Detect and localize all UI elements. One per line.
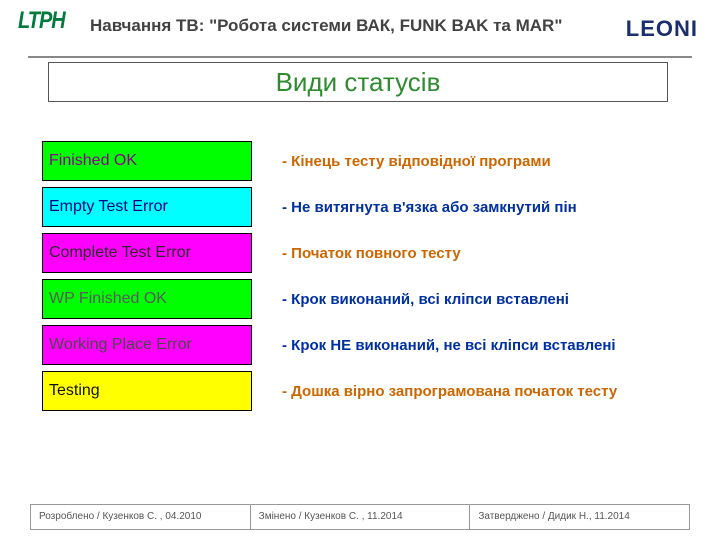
status-description: - Дошка вірно запрограмована початок тес… xyxy=(282,383,617,400)
status-cell: Complete Test Error xyxy=(42,233,252,273)
status-description: - Крок виконаний, всі кліпси вставлені xyxy=(282,291,569,308)
status-description: - Початок повного тесту xyxy=(282,245,461,262)
status-cell: Finished OK xyxy=(42,141,252,181)
header-title: Навчання ТВ: "Робота системи ВАК, FUNK B… xyxy=(90,16,562,36)
footer-left: Розроблено / Кузенков С. , 04.2010 xyxy=(31,505,251,529)
page-title-box: Види статусів xyxy=(48,62,668,102)
left-logo: LTPH xyxy=(18,8,65,36)
status-cell: Testing xyxy=(42,371,252,411)
status-list: Finished OK - Кінець тесту відповідної пр… xyxy=(42,138,666,414)
header-rule xyxy=(28,56,692,58)
footer: Розроблено / Кузенков С. , 04.2010 Зміне… xyxy=(30,504,690,530)
status-description: - Кінець тесту відповідної програми xyxy=(282,153,551,170)
status-row: Complete Test Error - Початок повного тес… xyxy=(42,230,666,276)
status-row: WP Finished OK - Крок виконаний, всі кліп… xyxy=(42,276,666,322)
status-row: Finished OK - Кінець тесту відповідної пр… xyxy=(42,138,666,184)
status-row: Empty Test Error - Не витягнута в'язка аб… xyxy=(42,184,666,230)
header: LTPH Навчання ТВ: "Робота системи ВАК, F… xyxy=(0,10,720,60)
slide: LTPH Навчання ТВ: "Робота системи ВАК, F… xyxy=(0,0,720,540)
footer-center: Змінено / Кузенков С. , 11.2014 xyxy=(251,505,471,529)
page-title: Види статусів xyxy=(276,67,441,98)
status-description: - Крок НЕ виконаний, не всі кліпси встав… xyxy=(282,337,616,354)
status-row: Working Place Error - Крок НЕ виконаний, … xyxy=(42,322,666,368)
status-description: - Не витягнута в'язка або замкнутий пін xyxy=(282,199,577,216)
status-cell: Working Place Error xyxy=(42,325,252,365)
status-cell: WP Finished OK xyxy=(42,279,252,319)
footer-right: Затверджено / Дидик Н., 11.2014 xyxy=(470,505,689,529)
status-row: Testing - Дошка вірно запрограмована поча… xyxy=(42,368,666,414)
status-cell: Empty Test Error xyxy=(42,187,252,227)
right-logo: LEONI xyxy=(626,16,698,42)
